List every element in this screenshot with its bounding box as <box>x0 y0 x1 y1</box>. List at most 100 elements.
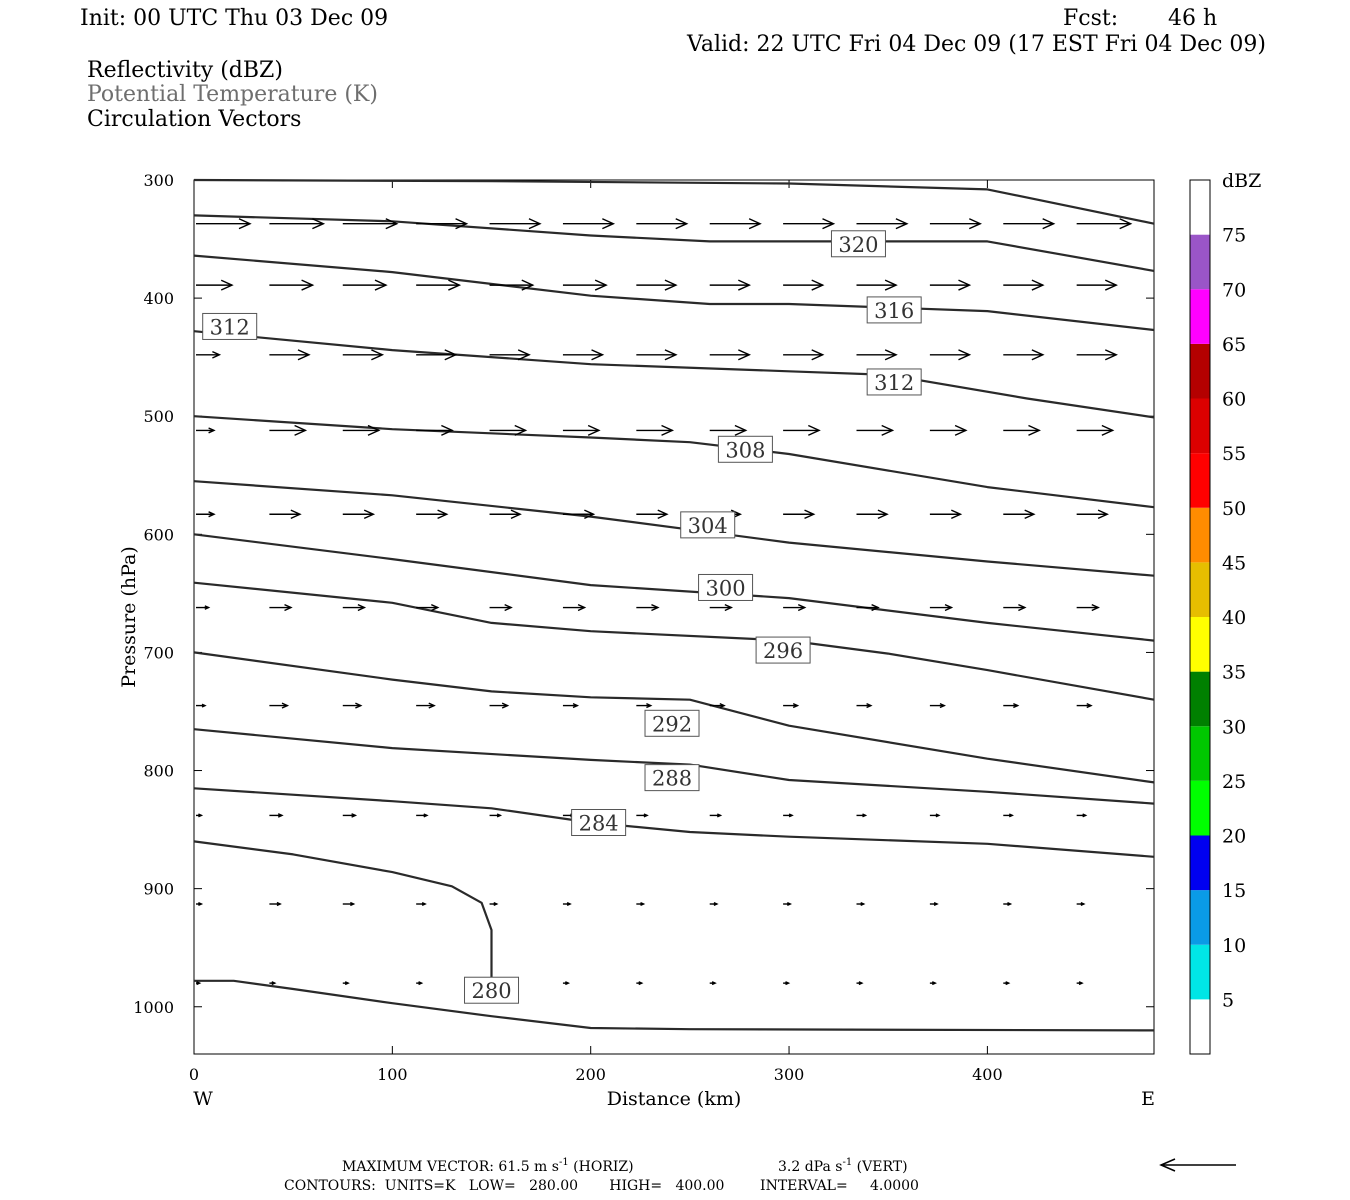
circulation-vector <box>1003 902 1013 906</box>
circulation-vector <box>269 901 282 907</box>
contour-label: 316 <box>866 296 922 324</box>
circulation-vector <box>636 509 669 520</box>
colorbar-label: 60 <box>1222 389 1246 411</box>
theta-contour-line <box>193 651 1155 784</box>
svg-text:288: 288 <box>652 767 692 791</box>
contour-label: 292 <box>644 709 700 737</box>
colorbar-label: 70 <box>1222 279 1246 301</box>
contour-label: 288 <box>644 764 700 792</box>
circulation-vector <box>856 813 868 818</box>
circulation-vector <box>562 981 571 986</box>
circulation-vector <box>489 349 531 361</box>
circulation-vector <box>636 279 678 291</box>
svg-text:300: 300 <box>706 576 746 600</box>
circulation-vector <box>1076 424 1115 436</box>
circulation-vector <box>1003 279 1045 291</box>
x-axis-west-label: W <box>193 1088 213 1110</box>
colorbar-segment <box>1190 999 1210 1054</box>
circulation-vector <box>1076 603 1100 612</box>
circulation-vector <box>636 902 646 906</box>
circulation-vector <box>1003 349 1045 361</box>
circulation-vector <box>1003 702 1020 709</box>
theta-contour-line <box>193 330 1155 419</box>
y-axis-label: Pressure (hPa) <box>118 546 140 688</box>
x-tick-label: 400 <box>972 1065 1003 1084</box>
colorbar-label: 50 <box>1222 498 1246 520</box>
valid-time: Valid: 22 UTC Fri 04 Dec 09 (17 EST Fri … <box>686 32 1266 57</box>
circulation-vector <box>856 349 898 361</box>
circulation-vector <box>856 702 873 709</box>
theta-contour-line <box>193 787 1155 858</box>
colorbar-segment <box>1190 180 1210 235</box>
colorbar-segment <box>1190 671 1210 727</box>
y-tick-label: 1000 <box>133 998 174 1017</box>
forecast-label: Fcst: <box>1063 6 1118 31</box>
contour-label: 308 <box>717 435 773 463</box>
circulation-vector <box>709 702 726 709</box>
colorbar-label: 40 <box>1222 607 1246 629</box>
colorbar-label: 10 <box>1222 935 1246 957</box>
circulation-vector <box>1076 509 1109 520</box>
circulation-vector <box>269 702 290 709</box>
init-time: Init: 00 UTC Thu 03 Dec 09 <box>80 6 388 31</box>
colorbar-label: 5 <box>1222 989 1234 1011</box>
circulation-vector <box>269 218 326 230</box>
circulation-vector <box>709 218 762 230</box>
colorbar-title: dBZ <box>1222 170 1261 192</box>
circulation-vector <box>783 509 816 520</box>
circulation-vector <box>709 813 723 818</box>
circulation-vector <box>783 813 794 818</box>
circulation-vector <box>636 424 675 436</box>
circulation-vector <box>562 279 608 291</box>
colorbar-segment <box>1190 780 1210 836</box>
circulation-vector <box>269 981 277 986</box>
x-tick-label: 300 <box>774 1065 805 1084</box>
circulation-vector <box>709 603 734 612</box>
forecast-hours: 46 h <box>1168 6 1217 31</box>
colorbar-segment <box>1190 289 1210 344</box>
colorbar-segment <box>1190 617 1210 672</box>
circulation-vector <box>636 349 678 361</box>
theta-contour-line <box>193 581 1155 701</box>
circulation-vector <box>783 702 800 709</box>
circulation-vector <box>416 279 462 291</box>
circulation-vector <box>929 424 968 436</box>
circulation-vector <box>562 509 596 520</box>
circulation-vector <box>489 702 510 709</box>
circulation-vector <box>342 603 367 612</box>
contours-info: CONTOURS: UNITS=K LOW= 280.00 HIGH= 400.… <box>284 1178 919 1194</box>
colorbar-segment <box>1190 507 1210 563</box>
circulation-vector <box>856 981 864 986</box>
circulation-vector <box>929 603 954 612</box>
circulation-vector <box>856 218 909 230</box>
circulation-vector <box>636 603 660 612</box>
svg-text:296: 296 <box>763 639 803 663</box>
circulation-vector <box>416 349 458 361</box>
theta-contour-line <box>193 178 1155 225</box>
max-vector-text: MAXIMUM VECTOR: 61.5 m s-1 (HORIZ) 3.2 dP… <box>342 1157 908 1175</box>
x-tick-label: 0 <box>189 1065 199 1084</box>
circulation-vector <box>1076 349 1118 361</box>
circulation-vector <box>929 279 972 291</box>
svg-text:280: 280 <box>471 979 511 1003</box>
circulation-vector <box>709 279 752 291</box>
theta-contour-line <box>193 480 1155 577</box>
svg-text:308: 308 <box>725 438 765 462</box>
circulation-vector <box>416 603 440 612</box>
circulation-vector <box>342 424 381 436</box>
x-axis-east-label: E <box>1141 1088 1155 1110</box>
x-axis-label: Distance (km) <box>607 1088 742 1110</box>
circulation-vector <box>636 981 644 986</box>
contour-label: 312 <box>202 312 258 340</box>
plot-frame <box>193 179 1155 1055</box>
colorbar-label: 35 <box>1222 662 1246 684</box>
circulation-vector <box>856 279 898 291</box>
circulation-vector <box>1003 218 1056 230</box>
circulation-vector <box>562 603 587 612</box>
circulation-vector <box>416 813 429 818</box>
contour-label: 280 <box>464 976 520 1004</box>
field-reflectivity: Reflectivity (dBZ) <box>87 58 283 83</box>
circulation-vector <box>269 424 308 436</box>
circulation-vector <box>269 509 302 520</box>
